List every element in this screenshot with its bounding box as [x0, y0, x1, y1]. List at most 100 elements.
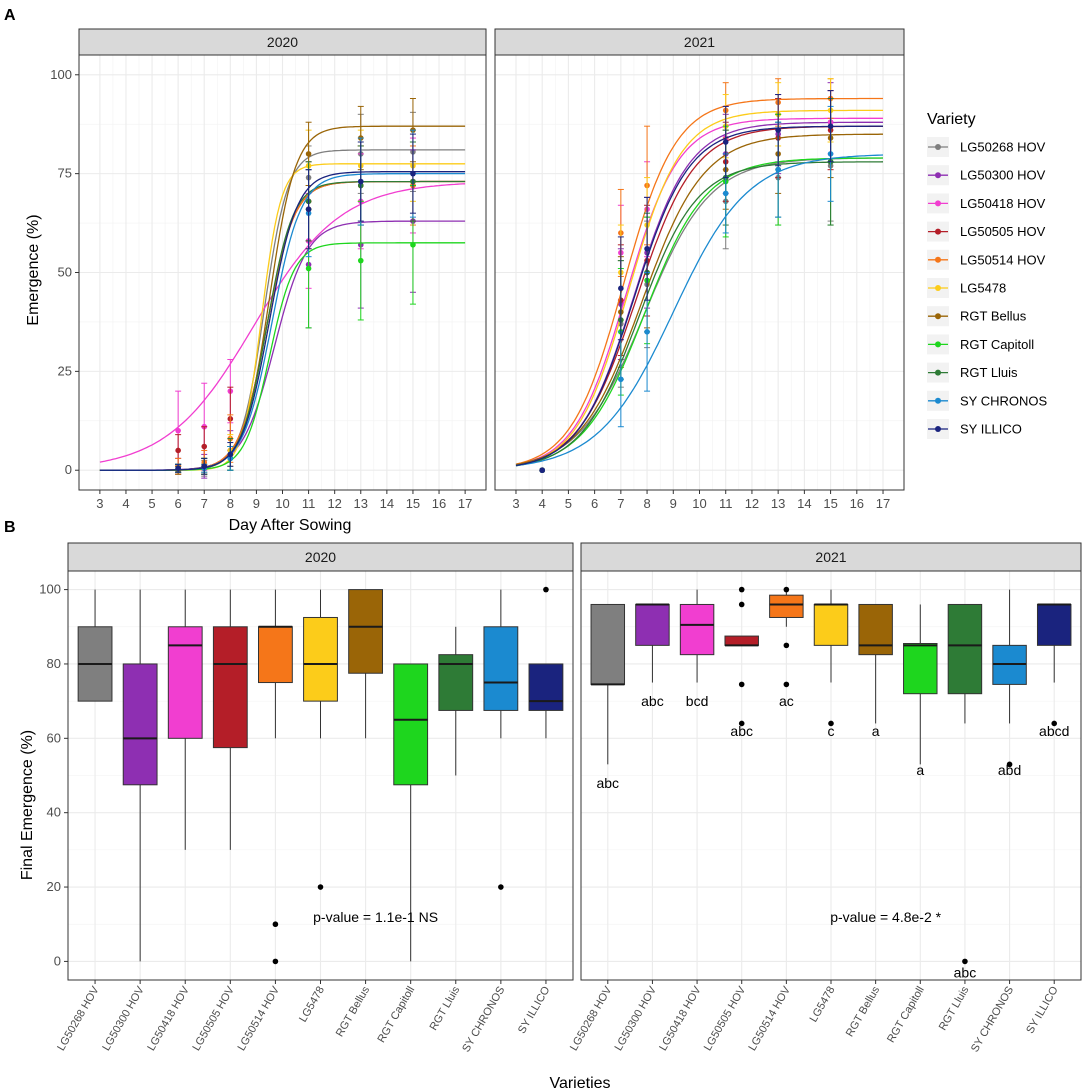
- outlier-point: [1006, 761, 1013, 768]
- outlier-point: [962, 958, 968, 965]
- box-iqr: [348, 589, 383, 674]
- box-iqr: [635, 603, 670, 646]
- x-tick-label: 14: [380, 496, 394, 511]
- y-tick-label: 75: [58, 166, 72, 181]
- data-point: [644, 245, 650, 252]
- legend-label: LG5478: [960, 281, 1006, 296]
- legend-entry-lg50268-hov: LG50268 HOV: [927, 137, 1046, 157]
- legend-key-dot: [935, 200, 941, 207]
- legend-entry-lg50514-hov: LG50514 HOV: [927, 249, 1046, 270]
- x-tick-label: LG50514 HOV: [236, 984, 283, 1053]
- curve-sy-illico-2021: [515, 125, 883, 467]
- y-tick-label: 0: [65, 462, 72, 477]
- box-lg50418-hov-2020: [167, 589, 203, 850]
- panel-a-y-axis-title: Emergence (%): [25, 214, 42, 325]
- curve-lg50418-hov-2021: [515, 117, 883, 466]
- legend-key-dot: [935, 397, 941, 404]
- outlier-point: [543, 586, 549, 593]
- group-letter: ac: [779, 693, 794, 709]
- x-tick-label: SY CHRONOS: [969, 985, 1016, 1055]
- x-tick-label: LG50514 HOV: [746, 984, 793, 1053]
- x-tick-label: 3: [96, 496, 103, 511]
- group-letter: abc: [641, 693, 664, 709]
- y-tick-label: 40: [47, 805, 61, 820]
- x-tick-label: RGT Lluis: [937, 984, 972, 1033]
- legend-label: LG50268 HOV: [960, 140, 1046, 155]
- plot-border-2021: [580, 570, 1082, 981]
- curve-sy-chronos-2021: [515, 154, 884, 467]
- box-iqr: [947, 603, 983, 695]
- group-letter: abcd: [1039, 723, 1069, 739]
- curve-rgt-bellus-2021: [515, 133, 883, 466]
- outlier-point: [783, 681, 790, 688]
- curve-lg50418-hov-2020: [99, 183, 466, 463]
- box-lg50505-hov-2020: [212, 589, 248, 850]
- outlier-point: [738, 681, 745, 688]
- box-iqr: [483, 626, 519, 711]
- x-tick-label: 12: [745, 496, 759, 511]
- x-tick-label: LG5478: [808, 985, 838, 1025]
- box-iqr: [724, 635, 759, 646]
- legend-entry-sy-chronos: SY CHRONOS: [927, 390, 1047, 411]
- x-tick-label: LG50505 HOV: [702, 984, 749, 1053]
- data-point: [227, 451, 234, 458]
- x-tick-label: 13: [771, 496, 785, 511]
- outlier-point: [738, 601, 745, 608]
- group-letter: bcd: [686, 693, 709, 709]
- panel-b-x-axis-title: Varieties: [549, 1075, 610, 1092]
- curve-rgt-lluis-2021: [515, 161, 884, 467]
- legend-entry-lg50418-hov: LG50418 HOV: [927, 193, 1046, 214]
- box-lg5478-2021: [813, 589, 849, 727]
- group-letter: c: [828, 723, 835, 739]
- outlier-point: [317, 884, 324, 890]
- data-point: [175, 465, 181, 472]
- x-tick-label: 12: [327, 496, 341, 511]
- x-tick-label: LG50268 HOV: [55, 984, 102, 1053]
- x-tick-label: 16: [850, 496, 864, 511]
- data-point: [175, 447, 181, 454]
- outlier-point: [828, 720, 834, 727]
- p-value-2021: p-value = 4.8e-2 *: [830, 909, 941, 925]
- panel-a-letter: A: [4, 7, 16, 24]
- box-rgt-capitoll-2020: [393, 663, 429, 962]
- panel-b-letter: B: [4, 519, 16, 536]
- group-letter: abc: [596, 775, 619, 791]
- x-tick-label: 7: [201, 496, 208, 511]
- box-lg50300-hov-2020: [122, 589, 158, 962]
- legend-label: LG50300 HOV: [960, 168, 1046, 183]
- x-tick-label: SY ILLICO: [516, 984, 553, 1036]
- facet-strip-2020: [67, 542, 574, 572]
- legend-entry-lg50300-hov: LG50300 HOV: [927, 165, 1046, 186]
- facet-label-2021: 2021: [815, 549, 846, 565]
- legend-label: SY CHRONOS: [960, 393, 1047, 408]
- legend-label: RGT Lluis: [960, 365, 1018, 380]
- x-tick-label: 10: [692, 496, 706, 511]
- box-iqr: [1036, 603, 1072, 646]
- plot-border-2020: [78, 54, 487, 491]
- data-point: [175, 427, 181, 434]
- data-point: [305, 265, 312, 272]
- x-tick-label: 15: [823, 496, 837, 511]
- group-letter: abc: [954, 965, 977, 981]
- box-lg50268-hov-2021: [590, 603, 626, 765]
- box-iqr: [769, 594, 804, 618]
- x-tick-label: 4: [539, 496, 546, 511]
- x-tick-label: LG50300 HOV: [613, 984, 660, 1053]
- legend-key-dot: [935, 285, 941, 291]
- box-iqr: [393, 663, 429, 786]
- plot-border-2021: [494, 54, 905, 491]
- facet-label-2020: 2020: [305, 549, 336, 565]
- y-tick-label: 50: [58, 265, 72, 280]
- panel-b-y-axis-title: Final Emergence (%): [19, 730, 36, 880]
- facet-strip-2020: [78, 28, 487, 56]
- legend-title: Variety: [927, 111, 976, 128]
- x-tick-label: SY CHRONOS: [460, 985, 507, 1055]
- legend-entry-rgt-bellus: RGT Bellus: [927, 306, 1027, 327]
- box-rgt-capitoll-2021: [903, 604, 938, 765]
- panel-a-x-axis-title: Day After Sowing: [229, 517, 352, 534]
- box-iqr: [303, 616, 338, 702]
- outlier-point: [738, 720, 745, 727]
